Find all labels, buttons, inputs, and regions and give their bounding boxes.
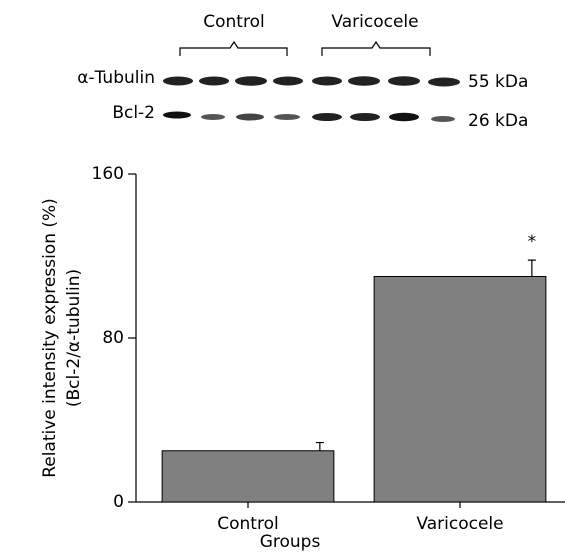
y-axis-label: (Bcl-2/α-tubulin)	[64, 269, 84, 407]
x-tick-label: Control	[217, 514, 278, 534]
bracket	[322, 42, 430, 56]
x-axis-label: Groups	[260, 532, 321, 552]
blot-group-label: Control	[203, 12, 264, 32]
chart: Control Varicocele α-Tubulin Bcl-2 55 kD…	[0, 0, 565, 554]
bracket	[180, 42, 287, 56]
error-bar	[528, 260, 536, 276]
error-bar	[316, 443, 324, 451]
bands	[163, 76, 460, 122]
bar	[162, 451, 334, 502]
western-blot: Control Varicocele α-Tubulin Bcl-2 55 kD…	[77, 12, 528, 131]
y-tick-label: 0	[113, 492, 124, 512]
blot-row-label: α-Tubulin	[77, 68, 155, 88]
bar	[374, 277, 546, 503]
blot-row-label: Bcl-2	[112, 103, 155, 123]
x-tick-label: Varicocele	[416, 514, 503, 534]
y-axis-label: Relative intensity expression (%)	[40, 198, 60, 478]
blot-group-label: Varicocele	[331, 12, 418, 32]
y-tick-label: 160	[92, 164, 124, 184]
blot-size-label: 26 kDa	[468, 111, 528, 131]
blot-size-label: 55 kDa	[468, 72, 528, 92]
y-tick-label: 80	[102, 328, 124, 348]
annotation: *	[528, 232, 537, 252]
